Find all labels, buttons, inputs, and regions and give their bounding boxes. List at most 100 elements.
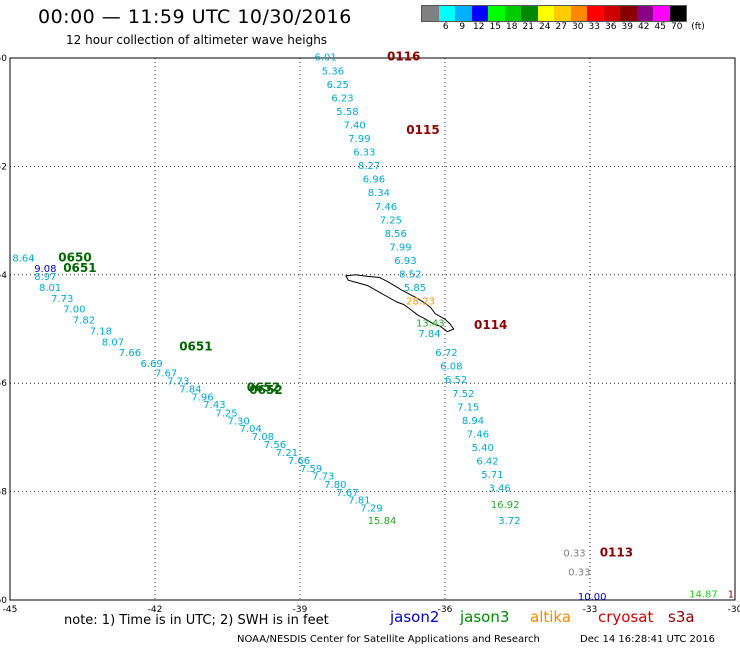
wave-height-value: 5.58 [336,107,358,118]
wave-height-value: 7.30 [228,416,250,427]
map-frame: -50 -52 -54 -56 -58 -60-45 -42 -39 -36 -33 -30 [0,54,740,615]
wave-height-value: 7.29 [360,504,382,515]
legend-value-label: 15 [489,22,501,32]
legend-value-label: 6 [442,22,449,32]
wave-height-value: 6.93 [394,256,416,267]
legend-swatch [521,6,538,21]
wave-height-value: 6.25 [327,80,349,91]
wave-height-value: 7.43 [203,400,225,411]
legend-value-label: 70 [671,22,683,32]
wave-height-value: 7.04 [240,424,262,435]
wave-height-value: 6.08 [440,362,462,373]
wave-height-value: 7.81 [348,496,370,507]
legend-swatch [537,6,554,21]
satellite-name-jason3: jason3 [460,608,510,626]
legend-swatch [471,6,488,21]
wave-height-value: 7.21 [276,448,298,459]
wave-height-value: 3.46 [489,484,511,495]
wave-height-value: 7.59 [300,464,322,475]
legend-value-label: 30 [572,22,584,32]
wave-height-value: 8.27 [358,161,380,172]
legend-swatch [636,6,653,21]
wave-height-value: 7.73 [312,472,334,483]
south-georgia-island [345,274,455,333]
wave-height-value: 14.87 [689,589,718,600]
wave-height-value: 0.33 [568,568,590,579]
wave-height-value: 7.52 [452,389,474,400]
wave-height-value: 7.46 [467,429,489,440]
wave-height-value: 8.07 [102,337,124,348]
wave-height-value: 7.67 [155,369,177,380]
wave-height-value: 8.94 [462,416,484,427]
lat-tick-label: -50 [0,54,7,64]
lon-tick-label: -30 [728,605,740,615]
wave-height-value: 7.84 [179,384,201,395]
wave-height-value: 7.15 [457,402,479,413]
wave-height-value: 8.34 [368,188,390,199]
wave-height-value: 3.72 [498,516,520,527]
wave-height-value: 5.71 [481,470,503,481]
lat-tick-label: -58 [0,488,7,498]
wave-height-value: 6.42 [476,457,498,468]
lat-tick-label: -60 [0,596,7,606]
pass-number-label: 0652 [249,383,282,397]
lon-tick-label: -39 [293,605,308,615]
wave-height-value: 6.33 [353,148,375,159]
legend-swatch [488,6,505,21]
wave-height-value: 7.18 [90,326,112,337]
wave-height-value: 6.72 [435,348,457,359]
satellite-name-s3a: s3a [668,608,695,626]
pass-number-label: 0650 [58,250,91,264]
wave-height-labels: 6.01 5.36 6.25 6.23 5.58 7.40 7.99 6.33 8.27 6.96… [12,50,734,603]
legend-value-label: 42 [638,22,650,32]
legend-value-label: 36 [605,22,617,32]
legend-swatch [620,6,637,21]
wave-height-value: 8.64 [12,253,34,264]
pass-number-label: 0116 [387,50,420,64]
legend-swatch [570,6,587,21]
legend-value-label: 12 [473,22,485,32]
legend-value-label: 18 [506,22,518,32]
map-border [9,57,736,601]
lon-tick-label: -42 [148,605,163,615]
wave-height-value: 7.82 [73,316,95,327]
wave-height-value: 7.99 [348,134,370,145]
wave-height-value: 7.96 [191,393,213,404]
legend-value-label: 21 [522,22,534,32]
footer-note: note: 1) Time is in UTC; 2) SWH is in fe… [64,613,329,628]
legend-value-label: 33 [588,22,600,32]
wave-height-value: 5.40 [472,443,494,454]
wave-height-value: 28.23 [406,297,435,308]
legend-swatch [504,6,521,21]
pass-number-label: 0115 [406,123,439,137]
pass-number-label: 0652 [247,380,280,394]
island-outline [345,274,455,333]
legend-value-label: 39 [621,22,633,32]
wave-height-value: 7.56 [264,440,286,451]
wave-height-value: 8.52 [399,270,421,281]
wave-height-value: 13.43 [416,318,445,329]
pass-number-label: 0114 [474,318,507,332]
map-title: 00:00 — 11:59 UTC 10/30/2016 [38,6,352,28]
wave-height-value: 7.46 [375,202,397,213]
wave-height-value: 7.25 [215,408,237,419]
lat-tick-label: -52 [0,162,7,172]
wave-height-value: 7.80 [324,480,346,491]
legend-unit-label: (ft) [691,22,705,32]
footer-timestamp: Dec 14 16:28:41 UTC 2016 [580,634,715,645]
pass-number-label: 0651 [63,261,96,275]
pass-number-label: 0651 [179,340,212,354]
wave-height-value: 7.73 [51,294,73,305]
wave-height-value: 7.40 [344,121,366,132]
wave-height-value: 7.25 [380,215,402,226]
wave-height-value: 8.01 [39,283,61,294]
wave-height-value: 7.67 [336,488,358,499]
map-subtitle: 12 hour collection of altimeter wave hei… [66,33,328,47]
lat-tick-label: -56 [0,379,7,389]
wave-height-value: 6.23 [331,93,353,104]
satellite-name-jason2: jason2 [390,608,440,626]
wave-height-value: 6.69 [141,359,163,370]
wave-height-value: 7.73 [167,376,189,387]
legend-swatch [455,6,472,21]
